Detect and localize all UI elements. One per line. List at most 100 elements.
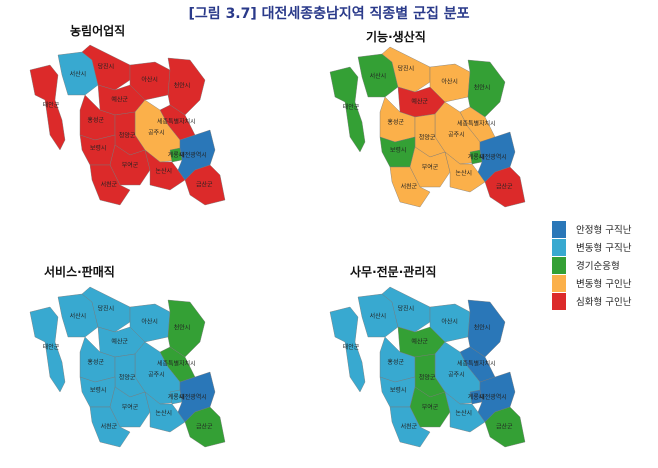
region-label: 논산시 [455,169,472,177]
region-label: 예산군 [411,338,428,346]
region-label: 보령시 [90,386,107,394]
legend-swatch [552,256,566,274]
region-label: 서산시 [70,312,87,320]
region-label: 아산시 [441,78,458,86]
region-label: 논산시 [155,167,172,175]
region-label: 예산군 [111,338,128,346]
region-label: 아산시 [141,76,158,84]
region-label: 서산시 [370,72,387,80]
region-15 [484,406,526,448]
region-label: 대전광역시 [479,393,507,401]
region-label: 부여군 [122,161,139,169]
region-label: 대전광역시 [179,151,207,159]
legend-label: 경기순응형 [576,261,620,272]
region-label: 계룡시 [168,151,185,159]
region-15 [184,406,226,448]
region-label: 홍성군 [87,358,104,366]
region-label: 세종특별자치시 [157,360,196,368]
region-label: 당진시 [398,65,415,73]
region-label: 금산군 [196,422,213,430]
region-0 [329,306,366,393]
region-label: 공주시 [448,372,465,379]
region-label: 세종특별자치시 [157,118,196,126]
legend-item: 안정형 구직난 [552,220,631,238]
legend-label: 변동형 구직난 [576,243,632,254]
region-16 [89,406,131,448]
region-label: 보령시 [90,144,107,152]
region-label: 홍성군 [387,118,404,126]
region-label: 청양군 [119,373,136,381]
region-label: 태안군 [43,343,60,351]
region-label: 계룡시 [468,153,485,161]
panel-title-office: 사무·전문·관리직 [350,265,437,279]
legend-item: 변동형 구인난 [552,274,631,292]
region-label: 계룡시 [168,393,185,401]
region-label: 태안군 [43,101,60,109]
region-label: 서천군 [101,422,118,430]
legend: 안정형 구직난 변동형 구직난 경기순응형 변동형 구인난 심화형 구인난 [552,220,631,310]
region-label: 홍성군 [87,116,104,124]
region-label: 예산군 [411,98,428,106]
region-label: 부여군 [422,163,439,171]
legend-swatch [552,220,566,238]
panel-title-service: 서비스·판매직 [44,265,115,279]
region-label: 부여군 [422,403,439,411]
region-label: 세종특별자치시 [457,360,496,368]
region-0 [29,64,66,151]
region-label: 보령시 [390,386,407,394]
region-16 [389,406,431,448]
region-label: 서천군 [401,182,418,190]
region-16 [89,164,131,206]
region-label: 공주시 [448,132,465,139]
region-label: 공주시 [148,130,165,137]
region-16 [389,166,431,208]
region-15 [184,164,226,206]
panel-title-production: 기능·생산직 [366,30,426,44]
legend-label: 안정형 구직난 [576,225,632,236]
region-label: 천안시 [174,323,191,331]
region-0 [329,66,366,153]
region-label: 서산시 [370,312,387,320]
region-label: 계룡시 [468,393,485,401]
region-label: 아산시 [141,318,158,326]
region-label: 공주시 [148,372,165,379]
legend-swatch [552,238,566,256]
legend-swatch [552,274,566,292]
region-label: 당진시 [398,305,415,313]
region-label: 서천군 [401,422,418,430]
region-label: 당진시 [98,305,115,313]
region-label: 청양군 [419,373,436,381]
region-label: 청양군 [119,131,136,139]
legend-swatch [552,292,566,310]
region-label: 금산군 [496,182,513,190]
region-label: 서천군 [101,180,118,188]
region-label: 예산군 [111,96,128,104]
region-label: 천안시 [174,81,191,89]
region-label: 금산군 [496,422,513,430]
region-label: 서산시 [70,70,87,78]
region-label: 청양군 [419,133,436,141]
region-label: 대전광역시 [479,153,507,161]
region-label: 논산시 [455,409,472,417]
region-label: 천안시 [474,323,491,331]
region-label: 태안군 [343,343,360,351]
region-label: 금산군 [196,180,213,188]
region-0 [29,306,66,393]
region-label: 부여군 [122,403,139,411]
legend-item: 변동형 구직난 [552,238,631,256]
region-label: 당진시 [98,63,115,71]
figure-title: [그림 3.7] 대전세종충남지역 직종별 군집 분포 [188,6,470,22]
legend-label: 심화형 구인난 [576,297,632,308]
region-label: 홍성군 [387,358,404,366]
region-label: 대전광역시 [179,393,207,401]
legend-item: 심화형 구인난 [552,292,631,310]
panel-title-agriculture: 농림어업직 [70,24,126,38]
region-label: 논산시 [155,409,172,417]
region-label: 태안군 [343,103,360,111]
region-label: 세종특별자치시 [457,120,496,128]
